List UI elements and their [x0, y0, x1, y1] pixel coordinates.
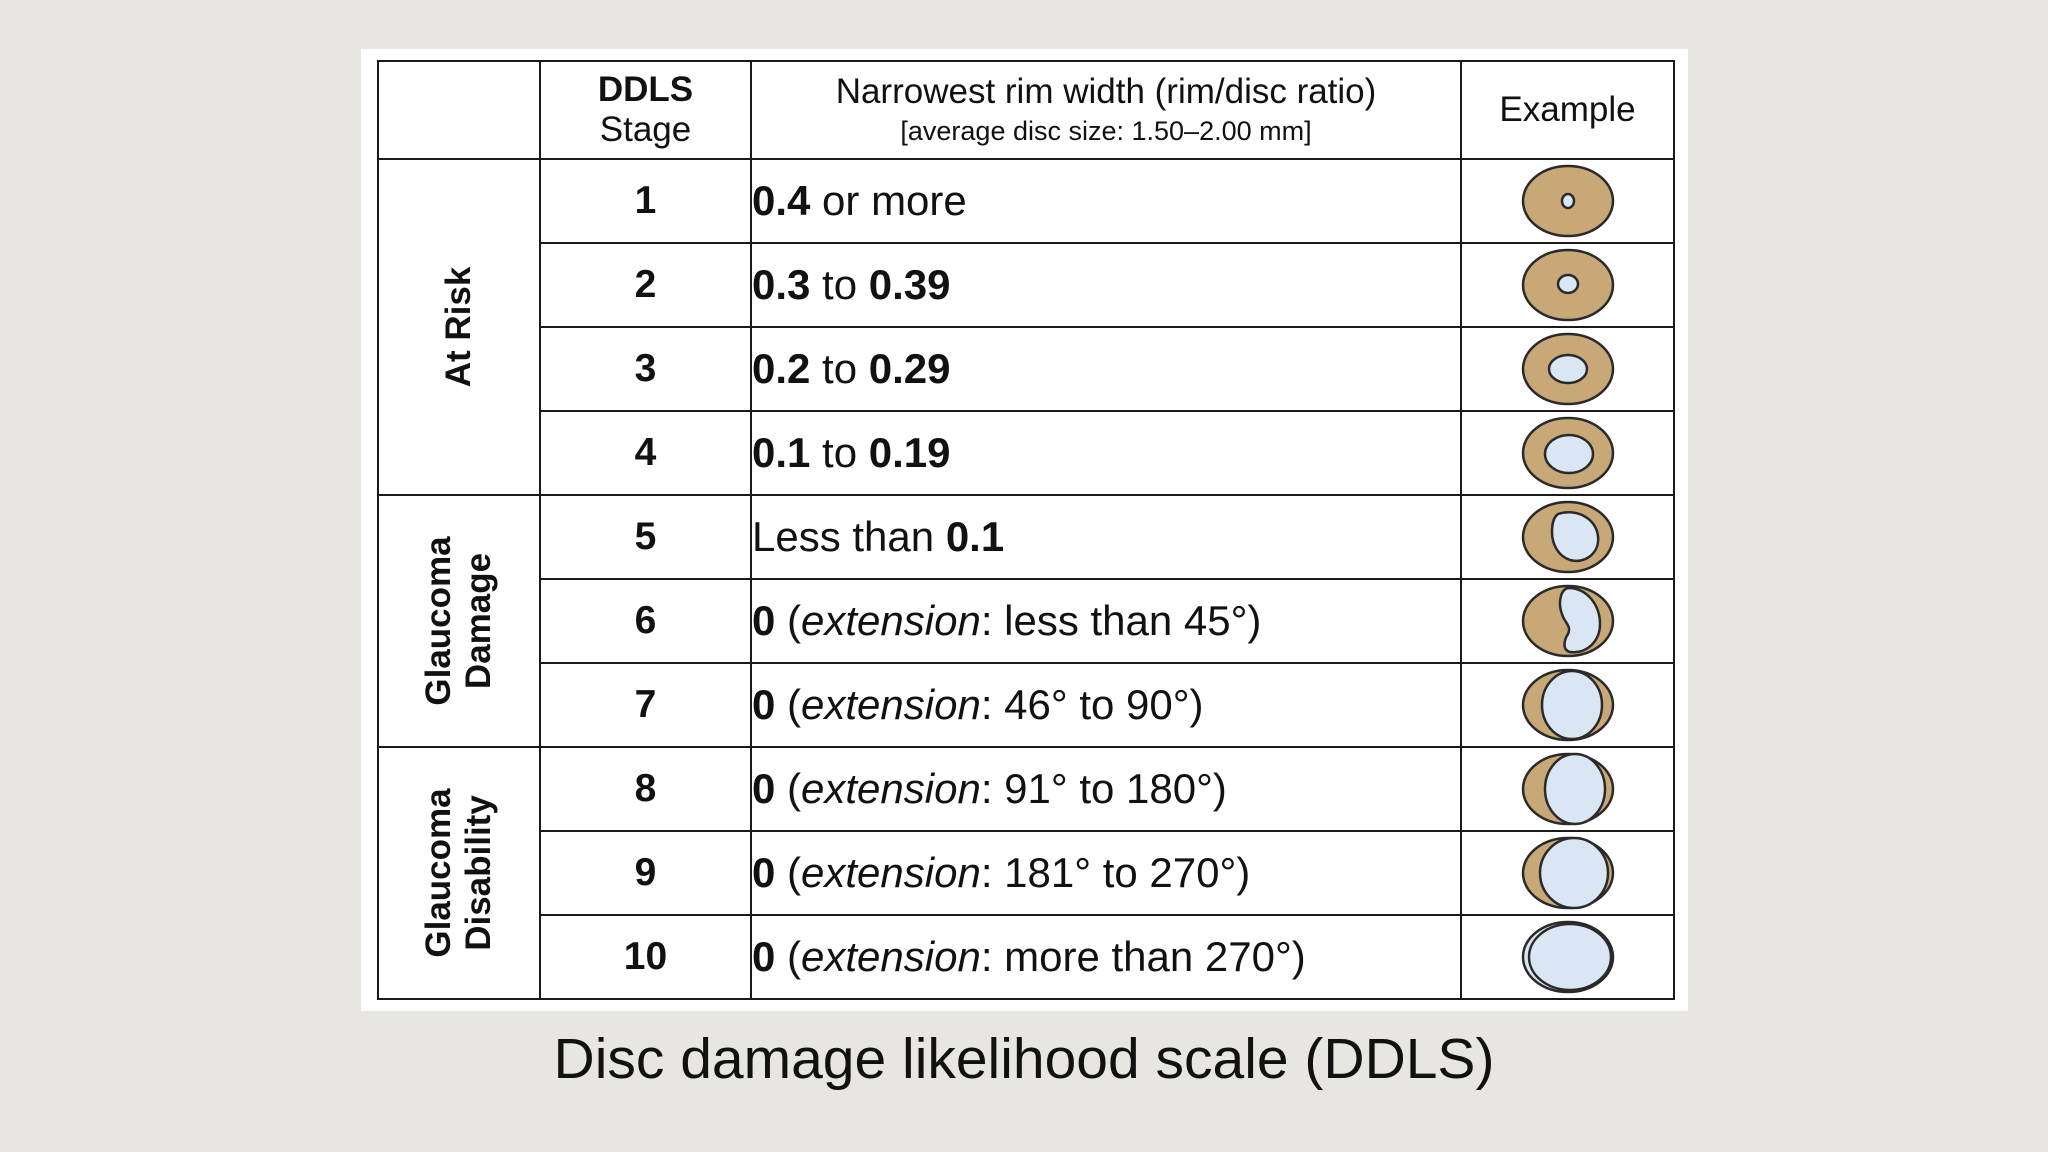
header-rim-width: Narrowest rim width (rim/disc ratio) [av… — [750, 60, 1462, 160]
figure-caption: Disc damage likelihood scale (DDLS) — [553, 1027, 1495, 1091]
example-disc-cell — [1460, 410, 1675, 496]
group-label-line2: Damage — [459, 552, 498, 690]
group-label: At Risk — [439, 266, 478, 388]
rim-width-value: 0.4 or more — [750, 158, 1462, 244]
table-row: 2 0.3 to 0.39 — [378, 242, 1675, 328]
example-disc-cell — [1460, 662, 1675, 748]
stage-number: 1 — [539, 158, 752, 244]
example-disc-cell — [1460, 914, 1675, 1000]
group-label-line1: Glaucoma — [419, 536, 458, 706]
stage-number: 3 — [539, 326, 752, 412]
ddls-figure: DDLS Stage Narrowest rim width (rim/disc… — [361, 49, 1688, 1011]
disc-example-icon — [1521, 836, 1614, 910]
disc-example-icon — [1521, 416, 1614, 490]
example-disc-cell — [1460, 830, 1675, 916]
header-rim-line2: [average disc size: 1.50–2.00 mm] — [900, 116, 1312, 146]
table-row: 10 0 (extension: more than 270°) — [378, 914, 1675, 1000]
header-empty-cell — [377, 60, 541, 160]
table-row: 4 0.1 to 0.19 — [378, 410, 1675, 496]
rim-width-value: 0.3 to 0.39 — [750, 242, 1462, 328]
disc-cup-shape — [1543, 433, 1594, 475]
stage-number: 6 — [539, 578, 752, 664]
table-row: 9 0 (extension: 181° to 270°) — [378, 830, 1675, 916]
disc-example-icon — [1521, 332, 1614, 406]
rim-width-value: 0.1 to 0.19 — [750, 410, 1462, 496]
stage-number: 8 — [539, 746, 752, 832]
example-disc-cell — [1460, 746, 1675, 832]
disc-cup-shape — [1538, 836, 1609, 910]
group-glaucoma-damage: Glaucoma Damage — [377, 494, 541, 748]
header-stage-line1: DDLS — [597, 70, 694, 109]
example-disc-cell — [1460, 158, 1675, 244]
example-disc-cell — [1460, 242, 1675, 328]
rim-width-value: 0 (extension: 181° to 270°) — [750, 830, 1462, 916]
rim-width-value: 0 (extension: 91° to 180°) — [750, 746, 1462, 832]
group-glaucoma-disability: Glaucoma Disability — [377, 746, 541, 1000]
header-ddls-stage: DDLS Stage — [539, 60, 752, 160]
ddls-table: DDLS Stage Narrowest rim width (rim/disc… — [377, 60, 1675, 1000]
rim-width-value: 0.2 to 0.29 — [750, 326, 1462, 412]
disc-example-icon — [1521, 668, 1614, 742]
group-at-risk: At Risk — [377, 158, 541, 496]
disc-cup-shape — [1527, 922, 1612, 992]
example-disc-cell — [1460, 578, 1675, 664]
disc-example-icon — [1521, 920, 1614, 994]
disc-cup-shape — [1558, 586, 1601, 654]
disc-cup-shape — [1556, 273, 1579, 295]
disc-cup-shape — [1543, 752, 1606, 826]
stage-number: 5 — [539, 494, 752, 580]
table-row: Glaucoma Disability 8 0 (extension: 91° … — [377, 746, 1675, 1000]
disc-example-icon — [1521, 584, 1614, 658]
disc-example-icon — [1521, 248, 1614, 322]
table-row: 3 0.2 to 0.29 — [378, 326, 1675, 412]
disc-cup-shape — [1547, 353, 1588, 385]
disc-example-icon — [1521, 752, 1614, 826]
table-row: Glaucoma Damage 5 Less than 0.1 — [377, 494, 1675, 748]
rim-width-value: 0 (extension: less than 45°) — [750, 578, 1462, 664]
rim-width-value: 0 (extension: more than 270°) — [750, 914, 1462, 1000]
stage-number: 10 — [539, 914, 752, 1000]
table-row: At Risk 1 0.4 or more — [377, 158, 1675, 496]
rim-width-value: Less than 0.1 — [750, 494, 1462, 580]
disc-cup-shape — [1540, 669, 1603, 741]
stage-number: 2 — [539, 242, 752, 328]
stage-number: 7 — [539, 662, 752, 748]
group-label-line1: Glaucoma — [419, 788, 458, 958]
disc-example-icon — [1521, 500, 1614, 574]
header-rim-line1: Narrowest rim width (rim/disc ratio) — [835, 72, 1377, 111]
rim-width-value: 0 (extension: 46° to 90°) — [750, 662, 1462, 748]
stage-number: 9 — [539, 830, 752, 916]
group-label-line2: Disability — [459, 795, 498, 951]
disc-cup-shape — [1560, 192, 1575, 210]
example-disc-cell — [1460, 494, 1675, 580]
table-row: 6 0 (extension: less than 45°) — [378, 578, 1675, 664]
stage-number: 4 — [539, 410, 752, 496]
header-example: Example — [1460, 60, 1675, 160]
header-stage-line2: Stage — [599, 110, 692, 149]
table-row: 7 0 (extension: 46° to 90°) — [378, 662, 1675, 748]
disc-example-icon — [1521, 164, 1614, 238]
example-disc-cell — [1460, 326, 1675, 412]
disc-cup-shape — [1550, 511, 1599, 563]
table-header-row: DDLS Stage Narrowest rim width (rim/disc… — [377, 60, 1675, 160]
